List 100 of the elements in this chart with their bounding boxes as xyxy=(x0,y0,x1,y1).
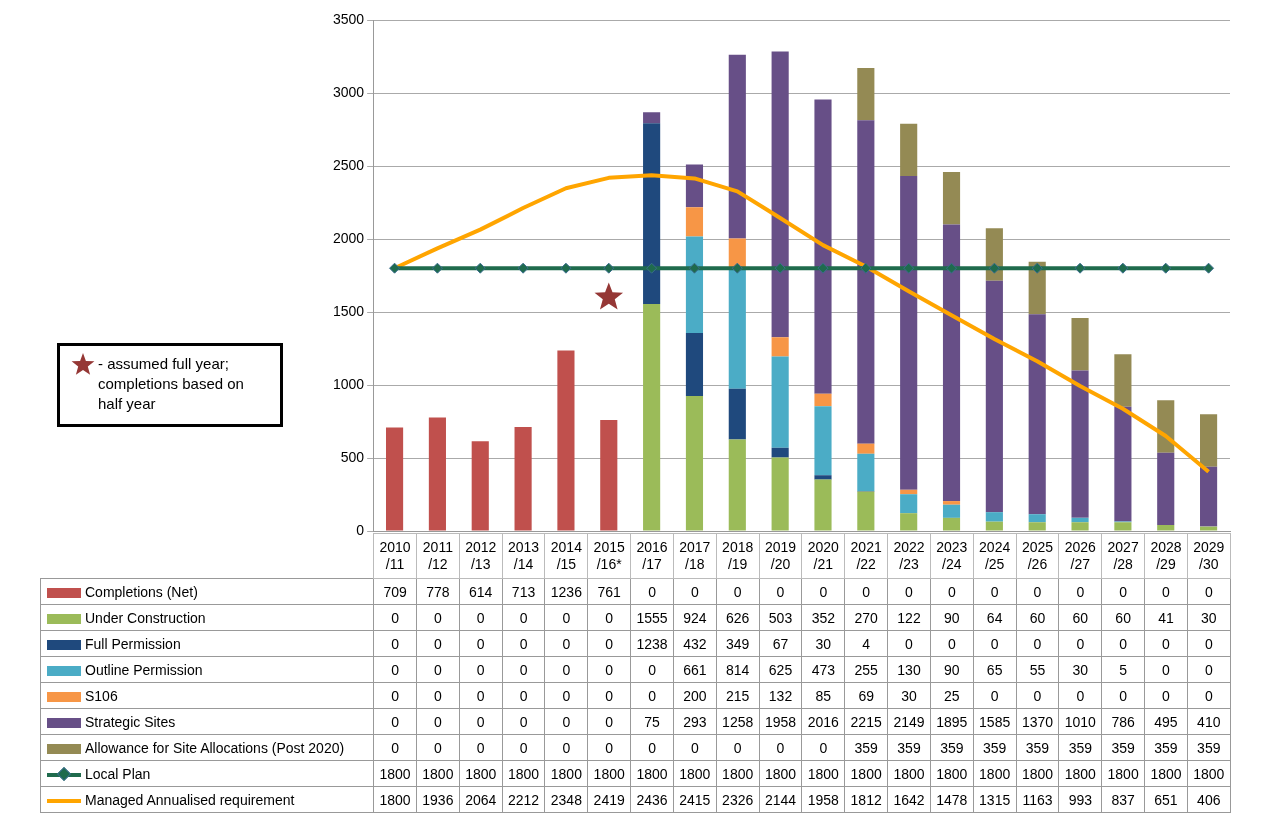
x-tick-label: 2029/30 xyxy=(1187,533,1231,579)
data-label: 0 xyxy=(544,630,588,657)
data-label: 0 xyxy=(502,604,545,631)
data-label: 1163 xyxy=(1016,786,1059,813)
data-label: 4 xyxy=(844,630,888,657)
bar xyxy=(985,280,1003,513)
data-label: 0 xyxy=(1016,630,1059,657)
data-label: 0 xyxy=(973,630,1017,657)
data-label: 0 xyxy=(459,656,503,683)
data-label: 30 xyxy=(801,630,845,657)
data-label: 1800 xyxy=(930,760,974,787)
data-label: 90 xyxy=(930,656,974,683)
x-tick-label: 2025/26 xyxy=(1016,533,1059,579)
data-label: 60 xyxy=(1101,604,1145,631)
data-label: 406 xyxy=(1187,786,1231,813)
bar xyxy=(1200,526,1218,531)
data-label: 1895 xyxy=(930,708,974,735)
data-label: 0 xyxy=(801,578,845,605)
data-label: 1800 xyxy=(759,760,802,787)
data-label: 0 xyxy=(587,708,631,735)
data-label: 0 xyxy=(502,656,545,683)
data-label: 661 xyxy=(673,656,717,683)
data-label: 626 xyxy=(716,604,760,631)
bar xyxy=(942,504,961,518)
data-label: 255 xyxy=(844,656,888,683)
bar xyxy=(557,350,575,531)
data-label: 65 xyxy=(973,656,1017,683)
legend-label: Allowance for Site Allocations (Post 2020) xyxy=(40,734,374,761)
y-tick-label: 2500 xyxy=(332,156,365,173)
data-label: 0 xyxy=(1101,578,1145,605)
data-label: 25 xyxy=(930,682,974,709)
data-label: 503 xyxy=(759,604,802,631)
data-label: 0 xyxy=(973,578,1017,605)
data-label: 0 xyxy=(1016,682,1059,709)
bar xyxy=(1028,314,1046,515)
bar xyxy=(1200,414,1218,467)
data-label: 1800 xyxy=(1144,760,1188,787)
data-label: 0 xyxy=(1144,630,1188,657)
data-label: 814 xyxy=(716,656,760,683)
data-label: 0 xyxy=(373,682,417,709)
data-label: 0 xyxy=(630,682,674,709)
data-label: 0 xyxy=(544,604,588,631)
x-tick-label: 2019/20 xyxy=(759,533,802,579)
data-label: 709 xyxy=(373,578,417,605)
bar xyxy=(857,120,875,444)
data-label: 69 xyxy=(844,682,888,709)
data-label: 2144 xyxy=(759,786,802,813)
data-label: 651 xyxy=(1144,786,1188,813)
data-label: 0 xyxy=(587,656,631,683)
data-label: 0 xyxy=(587,630,631,657)
data-label: 75 xyxy=(630,708,674,735)
data-label: 713 xyxy=(502,578,545,605)
data-label: 359 xyxy=(1101,734,1145,761)
data-label: 130 xyxy=(887,656,931,683)
data-label: 0 xyxy=(1187,578,1231,605)
data-label: 359 xyxy=(887,734,931,761)
x-tick-label: 2018/19 xyxy=(716,533,760,579)
data-label: 349 xyxy=(716,630,760,657)
y-tick-label: 3000 xyxy=(332,83,365,100)
bar xyxy=(814,406,832,476)
data-label: 2326 xyxy=(716,786,760,813)
bar xyxy=(643,303,661,531)
data-label: 0 xyxy=(673,734,717,761)
data-label: 1315 xyxy=(973,786,1017,813)
data-label: 1478 xyxy=(930,786,974,813)
data-label: 0 xyxy=(630,656,674,683)
data-label: 0 xyxy=(502,682,545,709)
data-label: 0 xyxy=(1058,682,1102,709)
data-label: 0 xyxy=(1058,578,1102,605)
bar xyxy=(1071,522,1089,531)
x-tick-label: 2014/15 xyxy=(544,533,588,579)
data-label: 0 xyxy=(544,708,588,735)
data-label: 215 xyxy=(716,682,760,709)
x-tick-label: 2024/25 xyxy=(973,533,1017,579)
data-label: 2419 xyxy=(587,786,631,813)
data-label: 993 xyxy=(1058,786,1102,813)
bar xyxy=(1157,400,1175,453)
bar xyxy=(1114,522,1132,531)
data-label: 2348 xyxy=(544,786,588,813)
data-label: 60 xyxy=(1058,604,1102,631)
data-label: 761 xyxy=(587,578,631,605)
data-label: 1258 xyxy=(716,708,760,735)
data-label: 359 xyxy=(930,734,974,761)
data-label: 1800 xyxy=(630,760,674,787)
data-label: 432 xyxy=(673,630,717,657)
data-label: 0 xyxy=(759,578,802,605)
x-tick-label: 2017/18 xyxy=(673,533,717,579)
bar xyxy=(728,388,746,440)
data-label: 0 xyxy=(973,682,1017,709)
data-label: 495 xyxy=(1144,708,1188,735)
data-label: 0 xyxy=(502,708,545,735)
data-label: 0 xyxy=(459,734,503,761)
data-label: 1642 xyxy=(887,786,931,813)
data-label: 90 xyxy=(930,604,974,631)
bar xyxy=(386,427,404,531)
bar xyxy=(814,393,832,407)
bar xyxy=(814,475,832,480)
bar xyxy=(1157,525,1175,531)
data-label: 0 xyxy=(373,604,417,631)
bar xyxy=(514,426,532,531)
